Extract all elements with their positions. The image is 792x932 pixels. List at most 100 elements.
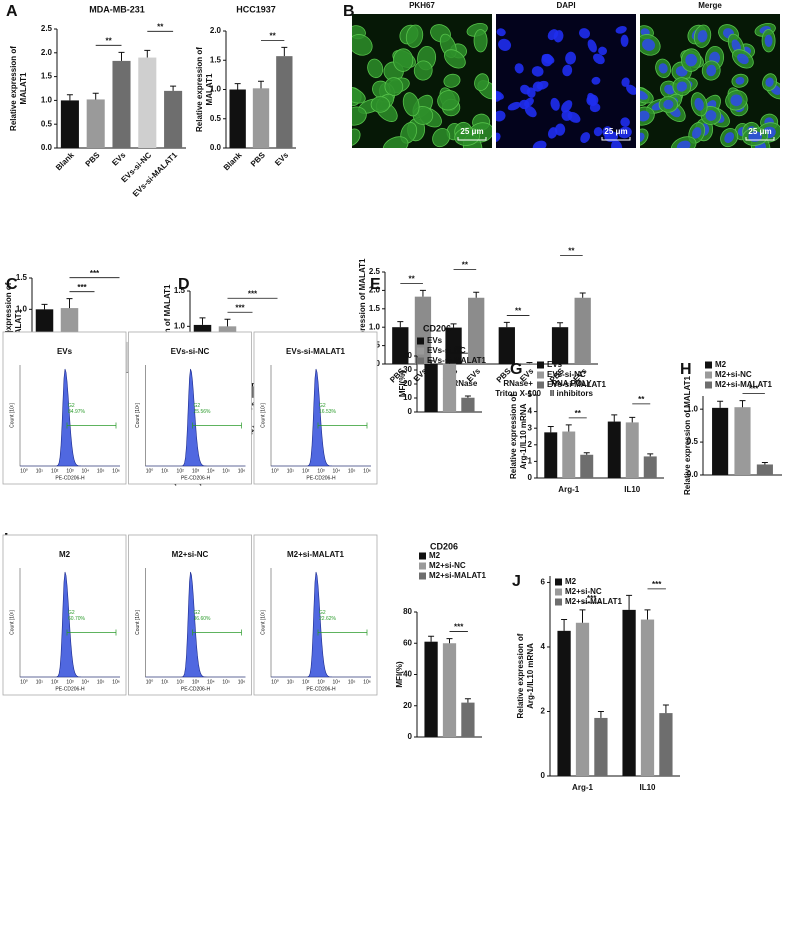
x-tick-label: 10¹ (36, 679, 44, 685)
error-bar (717, 400, 724, 408)
legend-swatch (555, 588, 562, 596)
cell (352, 106, 367, 126)
micrograph (352, 14, 492, 148)
bar (414, 296, 432, 364)
gate-percent: 22.62% (319, 616, 337, 622)
nucleus (621, 77, 630, 87)
significance-label: ** (515, 307, 522, 316)
y-tick-label: 40 (403, 670, 412, 679)
group-label: IL10 (639, 783, 656, 792)
cell (384, 77, 404, 96)
x-tick-label: 10⁰ (20, 679, 28, 685)
cell (454, 127, 481, 146)
y-tick-label: 10 (403, 393, 412, 402)
error-bar (579, 609, 586, 623)
y-tick-label: 0 (541, 771, 546, 780)
gate-percent: 84.97% (68, 409, 86, 415)
y-tick-label: 0.0 (41, 143, 53, 152)
nucleus (496, 28, 506, 37)
nucleus (532, 140, 547, 148)
bar (442, 643, 457, 737)
y-tick-label: 40 (403, 351, 412, 360)
gate-name: G2 (194, 610, 201, 616)
error-bar (464, 395, 471, 398)
x-tick-label: 10⁴ (81, 468, 89, 474)
y-axis-label: Count [10¹] (9, 610, 15, 635)
nucleus (541, 53, 553, 67)
nucleus (562, 64, 573, 77)
error-bar (629, 416, 636, 423)
error-bar (66, 94, 73, 101)
nucleus (694, 97, 704, 111)
error-bar (761, 461, 768, 465)
image-title: Merge (698, 1, 722, 10)
histogram (145, 368, 246, 467)
y-tick-label: 1 (528, 457, 533, 466)
y-tick-label: 0 (528, 473, 533, 482)
y-tick-label: 30 (403, 365, 412, 374)
bar (276, 56, 293, 148)
y-axis-label: Count [10¹] (135, 610, 141, 635)
nucleus (598, 46, 607, 56)
bar (756, 464, 773, 475)
error-bar (428, 360, 435, 365)
error-bar (92, 92, 99, 100)
bar (498, 327, 515, 364)
nucleus (565, 51, 577, 65)
bar (468, 297, 485, 364)
x-tick-label: 10⁴ (81, 679, 89, 685)
legend-label: M2+si-NC (565, 587, 602, 596)
nucleus (640, 132, 645, 143)
bar (138, 57, 157, 149)
x-tick-label: 10⁴ (207, 468, 215, 474)
nucleus (730, 94, 743, 107)
histogram (20, 368, 120, 467)
nucleus (532, 81, 544, 92)
y-tick-label: 1.0 (369, 322, 381, 331)
y-tick-label: 4 (541, 642, 546, 651)
nucleus (507, 101, 521, 111)
nucleus (604, 131, 619, 142)
x-axis-label: PE-CD206-H (181, 686, 211, 692)
nucleus (561, 100, 573, 113)
gate-percent: 60.70% (68, 616, 86, 622)
histogram (20, 571, 120, 678)
group-label: RNase+ (503, 379, 533, 388)
nucleus (737, 53, 749, 65)
x-tick-label: 10⁰ (20, 468, 28, 474)
error-bar (66, 298, 73, 309)
gate-name: G2 (68, 610, 75, 616)
x-tick-label: 10⁵ (222, 679, 230, 685)
gate (66, 422, 117, 429)
panel-letter: G (510, 361, 522, 378)
y-tick-label: 0.5 (687, 437, 699, 446)
scale-bar (745, 137, 775, 141)
x-tick-label: 10⁰ (271, 679, 279, 685)
gate (66, 629, 117, 636)
y-tick-label: 80 (403, 607, 412, 616)
y-tick-label: 1.0 (210, 85, 222, 94)
legend-label: M2+si-MALAT1 (565, 597, 623, 606)
nucleus (765, 77, 774, 87)
y-axis-label: Count [10¹] (135, 403, 141, 428)
image-title: PKH67 (409, 1, 435, 10)
y-axis-label: Relative expression of (195, 47, 204, 132)
x-tick-label: 10² (302, 468, 310, 474)
bar (594, 717, 608, 776)
y-tick-label: 0 (408, 732, 413, 741)
y-tick-label: 2.5 (41, 24, 53, 33)
chart-title: CD206 (430, 541, 458, 551)
histogram (145, 571, 246, 678)
significance-label: ** (568, 247, 575, 256)
bar (461, 397, 475, 412)
error-bar (626, 594, 633, 610)
x-tick-label: 10⁰ (146, 468, 154, 474)
significance-label: ** (105, 36, 112, 45)
y-axis-label: Relative expression of (9, 46, 18, 131)
nucleus (550, 97, 560, 111)
panel-letter: B (343, 3, 355, 20)
nucleus (548, 127, 558, 139)
legend-label: M2+si-MALAT1 (715, 380, 773, 389)
cell (432, 128, 451, 148)
plot-title: M2 (59, 550, 71, 559)
